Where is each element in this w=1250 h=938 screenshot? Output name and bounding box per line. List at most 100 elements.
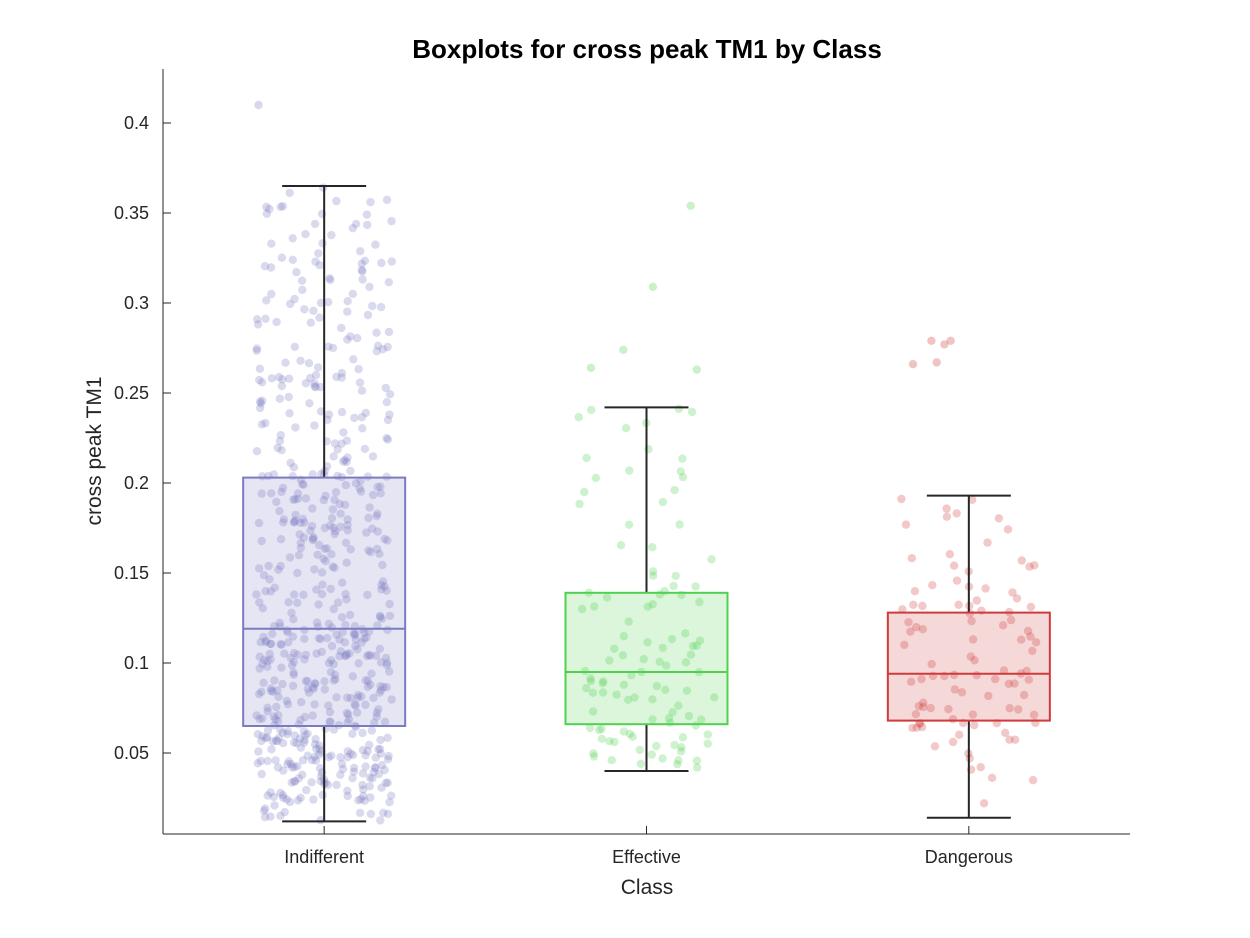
data-point [664,714,674,723]
data-point [697,715,706,724]
data-point [269,470,278,479]
data-point [296,543,306,553]
data-point [259,806,269,815]
data-point [610,737,619,747]
data-point [315,745,324,754]
outlier-point [686,201,695,210]
y-tick-label: 0.05 [114,743,149,763]
data-point [343,693,352,702]
y-ticks-layer: 0.05 0.1 0.15 0.2 0.25 0.3 0.35 0.4 [114,113,171,763]
data-point [383,778,392,787]
data-point [273,717,283,726]
data-point [368,452,378,461]
data-point [253,759,262,768]
data-point [326,667,336,677]
data-point [296,356,305,365]
data-point [348,289,357,299]
data-point [366,809,376,819]
data-point [263,703,272,712]
data-point [256,756,265,766]
data-point [372,328,381,337]
data-point [326,275,335,285]
data-point [294,551,304,560]
data-point [289,518,299,527]
data-point [308,534,318,543]
data-point [325,274,334,283]
data-point [1014,705,1023,714]
data-point [301,731,310,740]
data-point [1010,679,1019,688]
x-ticks-layer: Indifferent Effective Dangerous [284,826,1013,867]
data-point [288,763,297,772]
data-point [378,577,388,586]
data-point [949,561,959,570]
data-point [354,690,363,700]
data-point [926,703,935,713]
data-point [262,636,271,645]
data-point [282,795,291,804]
data-point [968,710,978,719]
data-point [273,736,282,746]
data-point [304,688,314,697]
data-point [278,202,288,211]
data-point [908,723,917,733]
data-point [277,663,286,672]
data-point [983,538,992,547]
data-point [261,418,270,428]
data-point [290,495,300,504]
data-point [324,658,334,668]
data-point [268,737,278,746]
data-point [385,611,395,621]
data-point [276,431,285,440]
data-point [322,544,332,553]
data-point [898,605,907,614]
data-point [270,801,279,810]
data-point [275,394,285,403]
data-point [290,590,299,599]
data-point [363,746,372,756]
data-point [326,717,335,727]
data-point [361,700,370,709]
data-point [290,776,300,786]
data-point [907,554,916,563]
data-point [329,452,338,461]
data-point [383,435,393,444]
data-point [252,346,261,355]
data-point [387,257,396,266]
data-point [255,375,264,385]
data-point [337,408,347,417]
data-point [372,708,381,717]
chart-title: Boxplots for cross peak TM1 by Class [412,34,882,64]
data-point [901,520,911,529]
data-point [315,540,324,550]
data-point [333,445,342,454]
data-point [276,535,286,544]
data-point [376,612,385,622]
data-point [289,657,298,667]
data-point [300,655,309,664]
data-point [360,444,370,454]
data-point [341,538,351,547]
data-point [266,639,275,649]
data-point [273,686,282,695]
data-point [354,364,363,374]
data-point [351,701,360,710]
data-point [277,487,286,497]
data-point [375,611,385,621]
data-point [970,721,979,730]
data-point [343,515,352,524]
data-point [275,506,284,516]
data-point [355,484,364,493]
data-point [703,730,712,739]
data-point [359,785,368,794]
data-point [377,585,386,594]
data-point [597,734,607,743]
data-point [339,457,348,466]
data-point [302,785,311,795]
data-point [357,413,367,422]
data-point [363,590,372,600]
data-point [255,364,265,373]
data-point [373,509,382,518]
data-point [682,686,692,695]
data-point [676,467,685,476]
